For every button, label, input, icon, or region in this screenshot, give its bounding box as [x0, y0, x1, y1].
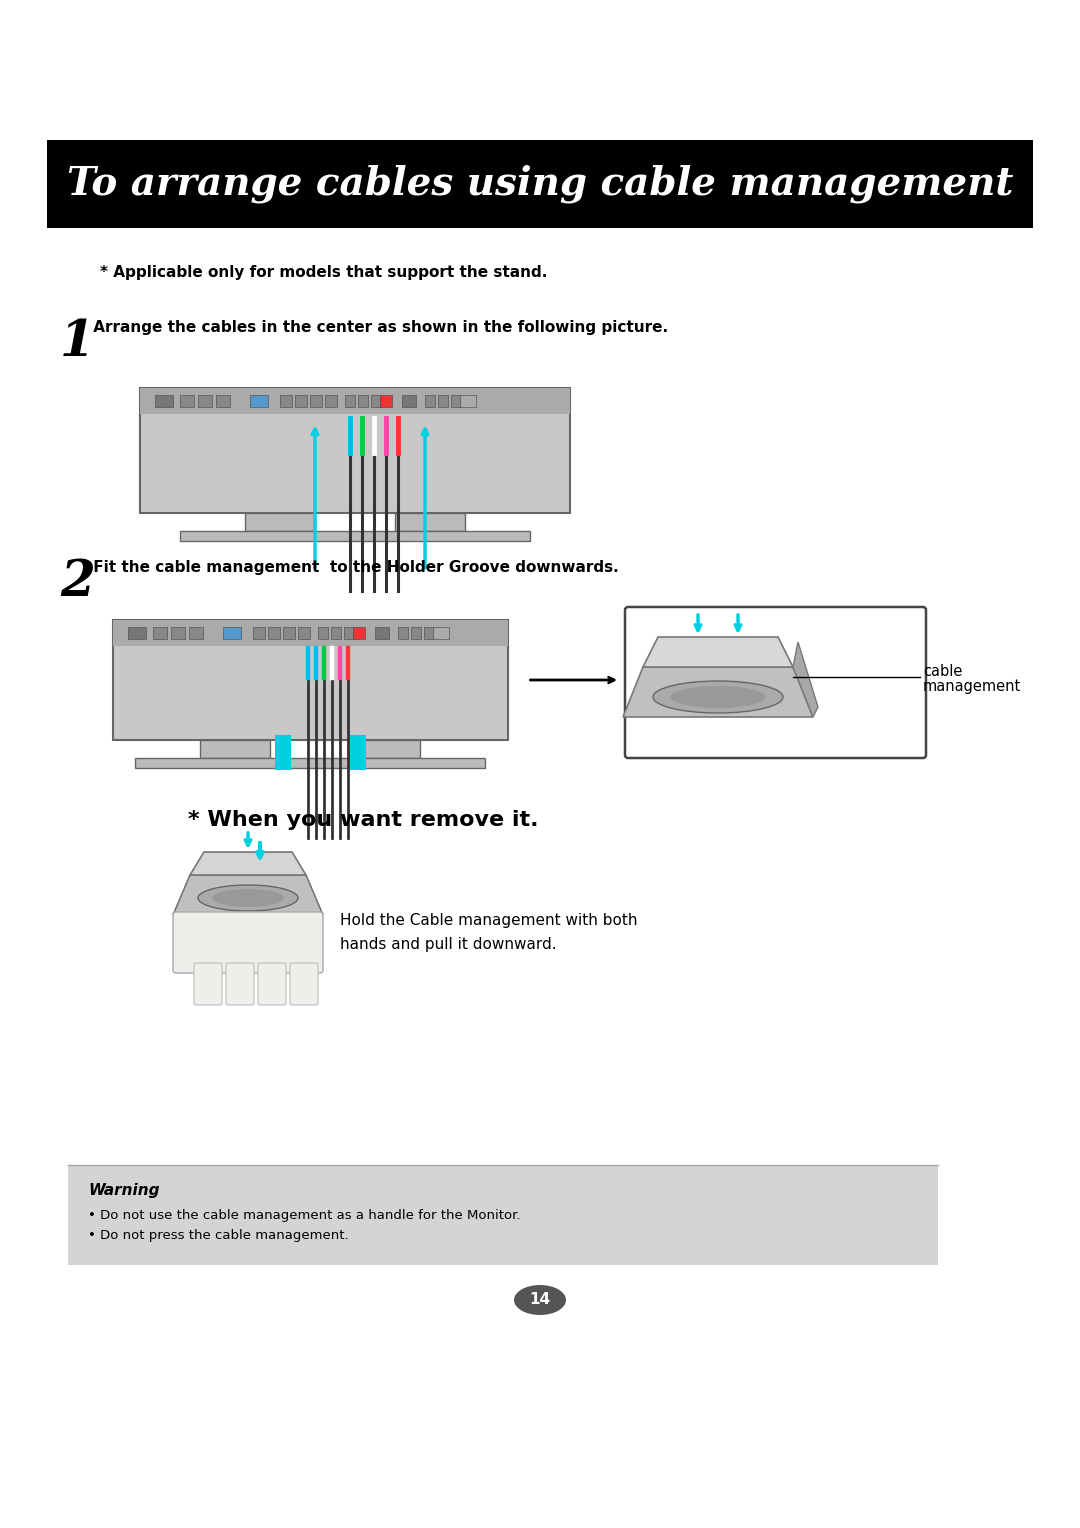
FancyBboxPatch shape	[357, 394, 368, 406]
FancyBboxPatch shape	[325, 394, 337, 406]
FancyBboxPatch shape	[297, 626, 310, 639]
FancyBboxPatch shape	[180, 394, 194, 406]
FancyBboxPatch shape	[395, 512, 465, 530]
Ellipse shape	[198, 885, 298, 911]
FancyBboxPatch shape	[343, 626, 353, 639]
Text: Warning: Warning	[87, 1183, 160, 1198]
FancyBboxPatch shape	[330, 626, 340, 639]
FancyBboxPatch shape	[226, 963, 254, 1005]
FancyBboxPatch shape	[135, 758, 485, 769]
Text: • Do not use the cable management as a handle for the Monitor.: • Do not use the cable management as a h…	[87, 1209, 521, 1222]
FancyBboxPatch shape	[423, 626, 433, 639]
Text: hands and pull it downward.: hands and pull it downward.	[340, 938, 556, 952]
Ellipse shape	[212, 889, 284, 908]
FancyBboxPatch shape	[280, 394, 292, 406]
FancyBboxPatch shape	[127, 626, 146, 639]
FancyBboxPatch shape	[350, 735, 366, 770]
Ellipse shape	[653, 681, 783, 714]
Text: Hold the Cable management with both: Hold the Cable management with both	[340, 912, 637, 927]
Polygon shape	[793, 642, 818, 717]
FancyBboxPatch shape	[625, 607, 926, 758]
FancyBboxPatch shape	[410, 626, 420, 639]
FancyBboxPatch shape	[318, 626, 327, 639]
FancyBboxPatch shape	[216, 394, 230, 406]
FancyBboxPatch shape	[451, 394, 461, 406]
FancyBboxPatch shape	[350, 740, 420, 758]
FancyBboxPatch shape	[112, 620, 508, 646]
FancyBboxPatch shape	[426, 394, 435, 406]
FancyBboxPatch shape	[432, 626, 448, 639]
FancyBboxPatch shape	[352, 626, 365, 639]
FancyBboxPatch shape	[180, 530, 530, 541]
FancyBboxPatch shape	[375, 626, 389, 639]
FancyBboxPatch shape	[171, 626, 185, 639]
FancyBboxPatch shape	[397, 626, 407, 639]
Text: • Do not press the cable management.: • Do not press the cable management.	[87, 1229, 349, 1242]
Polygon shape	[173, 876, 323, 915]
FancyBboxPatch shape	[48, 141, 1032, 228]
Polygon shape	[623, 668, 813, 717]
FancyBboxPatch shape	[200, 740, 270, 758]
Text: management: management	[923, 680, 1022, 695]
FancyBboxPatch shape	[156, 394, 173, 406]
FancyBboxPatch shape	[258, 963, 286, 1005]
FancyBboxPatch shape	[310, 394, 322, 406]
FancyBboxPatch shape	[140, 388, 570, 414]
FancyBboxPatch shape	[460, 394, 476, 406]
FancyBboxPatch shape	[68, 1164, 939, 1265]
FancyBboxPatch shape	[295, 394, 307, 406]
FancyBboxPatch shape	[189, 626, 203, 639]
FancyBboxPatch shape	[253, 626, 265, 639]
FancyBboxPatch shape	[198, 394, 212, 406]
FancyBboxPatch shape	[275, 735, 291, 770]
Text: 1: 1	[60, 318, 95, 367]
FancyBboxPatch shape	[402, 394, 416, 406]
Polygon shape	[643, 637, 793, 668]
FancyBboxPatch shape	[222, 626, 241, 639]
FancyBboxPatch shape	[245, 512, 315, 530]
Text: cable: cable	[923, 663, 962, 678]
FancyBboxPatch shape	[291, 963, 318, 1005]
FancyBboxPatch shape	[438, 394, 448, 406]
FancyBboxPatch shape	[152, 626, 166, 639]
FancyBboxPatch shape	[380, 394, 392, 406]
Text: * When you want remove it.: * When you want remove it.	[188, 810, 539, 830]
FancyBboxPatch shape	[345, 394, 355, 406]
FancyBboxPatch shape	[173, 912, 323, 973]
FancyBboxPatch shape	[268, 626, 280, 639]
FancyBboxPatch shape	[283, 626, 295, 639]
FancyBboxPatch shape	[112, 620, 508, 740]
Text: Fit the cable management  to the Holder Groove downwards.: Fit the cable management to the Holder G…	[87, 559, 619, 575]
Text: 2: 2	[60, 558, 95, 607]
Text: To arrange cables using cable management: To arrange cables using cable management	[67, 165, 1013, 203]
Ellipse shape	[671, 686, 766, 707]
Text: Arrange the cables in the center as shown in the following picture.: Arrange the cables in the center as show…	[87, 319, 669, 335]
Polygon shape	[190, 853, 306, 876]
Text: 14: 14	[529, 1293, 551, 1308]
Text: * Applicable only for models that support the stand.: * Applicable only for models that suppor…	[100, 264, 548, 280]
FancyBboxPatch shape	[372, 394, 381, 406]
Ellipse shape	[514, 1285, 566, 1316]
FancyBboxPatch shape	[140, 388, 570, 512]
FancyBboxPatch shape	[194, 963, 222, 1005]
FancyBboxPatch shape	[249, 394, 268, 406]
